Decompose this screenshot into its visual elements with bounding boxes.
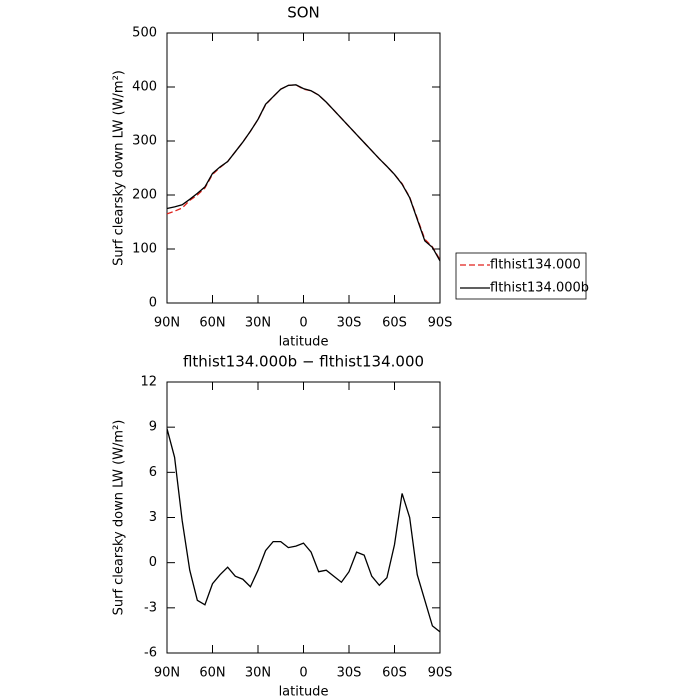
x-tick-label: 0: [299, 316, 307, 331]
y-tick-label: 0: [149, 555, 157, 570]
x-tick-label: 30N: [245, 316, 271, 331]
x-tick-label: 90S: [428, 316, 453, 331]
plot-frame: [166, 32, 441, 304]
x-tick-label: 60N: [199, 316, 225, 331]
legend-label: flthist134.000b: [490, 281, 589, 296]
y-tick-label: 500: [132, 26, 157, 41]
y-tick-label: 400: [132, 80, 157, 95]
x-tick-label: 30N: [245, 666, 271, 681]
x-tick-label: 60S: [382, 316, 407, 331]
y-tick-label: 0: [149, 296, 157, 311]
y-tick-label: -3: [144, 600, 157, 615]
y-tick-label: 9: [149, 420, 157, 435]
plot-frame: [166, 381, 441, 654]
x-tick-label: 90S: [428, 666, 453, 681]
y-tick-label: 200: [132, 188, 157, 203]
data-line: [166, 428, 441, 633]
y-axis-label: Surf clearsky down LW (W/m²): [112, 70, 127, 266]
x-tick-label: 0: [299, 666, 307, 681]
y-axis-label: Surf clearsky down LW (W/m²): [112, 420, 127, 616]
x-tick-label: 60S: [382, 666, 407, 681]
x-tick-label: 30S: [337, 316, 362, 331]
y-tick-label: 300: [132, 134, 157, 149]
y-tick-label: -6: [144, 646, 157, 661]
data-line: [166, 84, 441, 261]
x-axis-label: latitude: [279, 685, 329, 700]
y-tick-label: 6: [149, 465, 157, 480]
y-tick-label: 100: [132, 242, 157, 257]
legend-label: flthist134.000: [490, 258, 581, 273]
x-tick-label: 90N: [154, 666, 180, 681]
x-tick-label: 60N: [199, 666, 225, 681]
x-tick-label: 90N: [154, 316, 180, 331]
data-line: [166, 84, 441, 262]
x-tick-label: 30S: [337, 666, 362, 681]
chart-title: SON: [287, 4, 320, 22]
y-tick-label: 3: [149, 510, 157, 525]
x-axis-label: latitude: [279, 335, 329, 350]
y-tick-label: 12: [140, 375, 157, 390]
chart-title: flthist134.000b − flthist134.000: [183, 353, 424, 371]
legend-frame: [455, 252, 587, 300]
